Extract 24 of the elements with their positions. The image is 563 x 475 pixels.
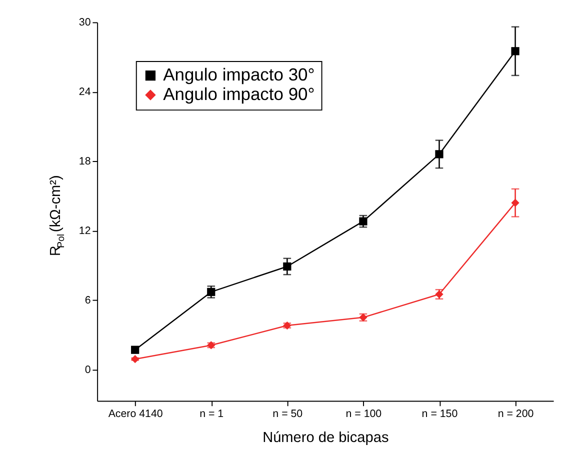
x-tick-label: n = 150 [422,408,458,420]
x-tick-label: n = 100 [346,408,382,420]
x-tick-label: n = 1 [200,408,224,420]
y-tick-label: 12 [78,225,91,237]
legend-label: Angulo impacto 30° [163,64,315,84]
x-axis-title: Número de bicapas [262,430,389,446]
point [131,355,140,364]
point [435,150,444,158]
point [207,288,216,296]
point [511,198,520,207]
y-tick-label: 6 [84,294,91,306]
x-tick-label: n = 50 [272,408,303,420]
y-tick-label: 0 [84,364,91,376]
point [131,346,140,354]
y-tick-label: 24 [78,86,91,98]
y-tick-label: 18 [78,156,91,168]
point [283,262,292,271]
y-tick-label: 30 [78,16,91,29]
y-axis-title: RPol(kΩ-cm²) [48,175,68,256]
legend-label: Angulo impacto 90° [163,84,315,104]
x-tick-label: Acero 4140 [108,408,163,420]
point [511,47,520,56]
x-tick-label: n = 200 [498,408,534,420]
point [359,217,368,226]
